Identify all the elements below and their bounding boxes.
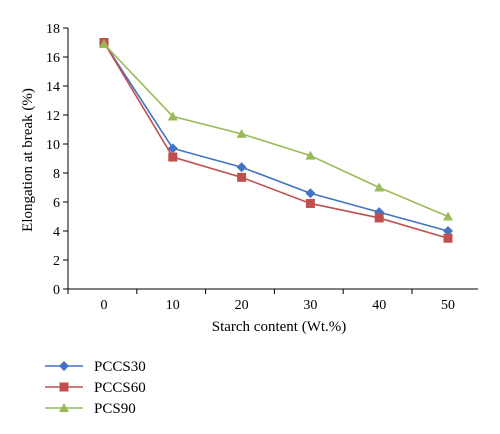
- y-tick-label: 0: [53, 283, 60, 298]
- y-tick-label: 2: [53, 254, 60, 269]
- series-pccs30: [99, 37, 453, 236]
- series-layer: [99, 37, 453, 243]
- legend-label: PCCS30: [94, 359, 146, 375]
- x-tick-label: 20: [235, 298, 249, 313]
- legend-item: PCCS60: [45, 380, 146, 396]
- series-line: [103, 42, 449, 232]
- data-point: [168, 152, 178, 162]
- data-point: [443, 233, 453, 243]
- legend-label: PCCS60: [94, 380, 146, 396]
- data-point: [237, 172, 247, 182]
- legend-marker: [59, 403, 69, 412]
- series-pccs60: [99, 38, 453, 243]
- y-tick-label: 18: [46, 22, 60, 37]
- data-point: [305, 198, 315, 208]
- data-point: [443, 211, 453, 221]
- axes: [67, 28, 478, 290]
- legend: PCCS30 PCCS60 PCS90: [45, 359, 146, 417]
- y-axis-title: Elongation at break (%): [20, 88, 36, 232]
- data-point: [236, 162, 247, 173]
- series-pcs90: [99, 38, 453, 221]
- legend-marker: [59, 382, 69, 392]
- x-axis-title: Starch content (Wt.%): [212, 319, 347, 335]
- data-point: [305, 150, 316, 160]
- data-point: [236, 128, 247, 138]
- y-tick-label: 10: [46, 138, 60, 153]
- x-ticks: 0 10 20 30 40 50: [67, 289, 455, 313]
- legend-label: PCS90: [94, 401, 136, 417]
- y-tick-label: 12: [46, 109, 60, 124]
- y-ticks: 0 2 4 6 8 10 12 14 16 18: [46, 22, 68, 298]
- data-point: [99, 38, 109, 48]
- legend-item: PCS90: [45, 401, 136, 417]
- y-tick-label: 16: [46, 51, 60, 66]
- series-line: [103, 43, 449, 218]
- y-tick-label: 8: [53, 167, 60, 182]
- x-tick-label: 40: [372, 298, 386, 313]
- data-point: [443, 226, 453, 236]
- data-point: [374, 182, 385, 192]
- series-line: [103, 42, 449, 240]
- y-tick-label: 6: [53, 196, 60, 211]
- legend-item: PCCS30: [45, 359, 146, 375]
- legend-marker: [59, 361, 69, 371]
- y-tick-label: 14: [46, 80, 60, 95]
- data-point: [305, 188, 316, 199]
- data-point: [374, 213, 384, 223]
- data-point: [167, 111, 178, 121]
- x-tick-label: 0: [101, 298, 108, 313]
- y-tick-label: 4: [53, 225, 60, 240]
- x-tick-label: 10: [166, 298, 180, 313]
- x-tick-label: 30: [303, 298, 317, 313]
- data-point: [167, 143, 178, 154]
- x-tick-label: 50: [441, 298, 455, 313]
